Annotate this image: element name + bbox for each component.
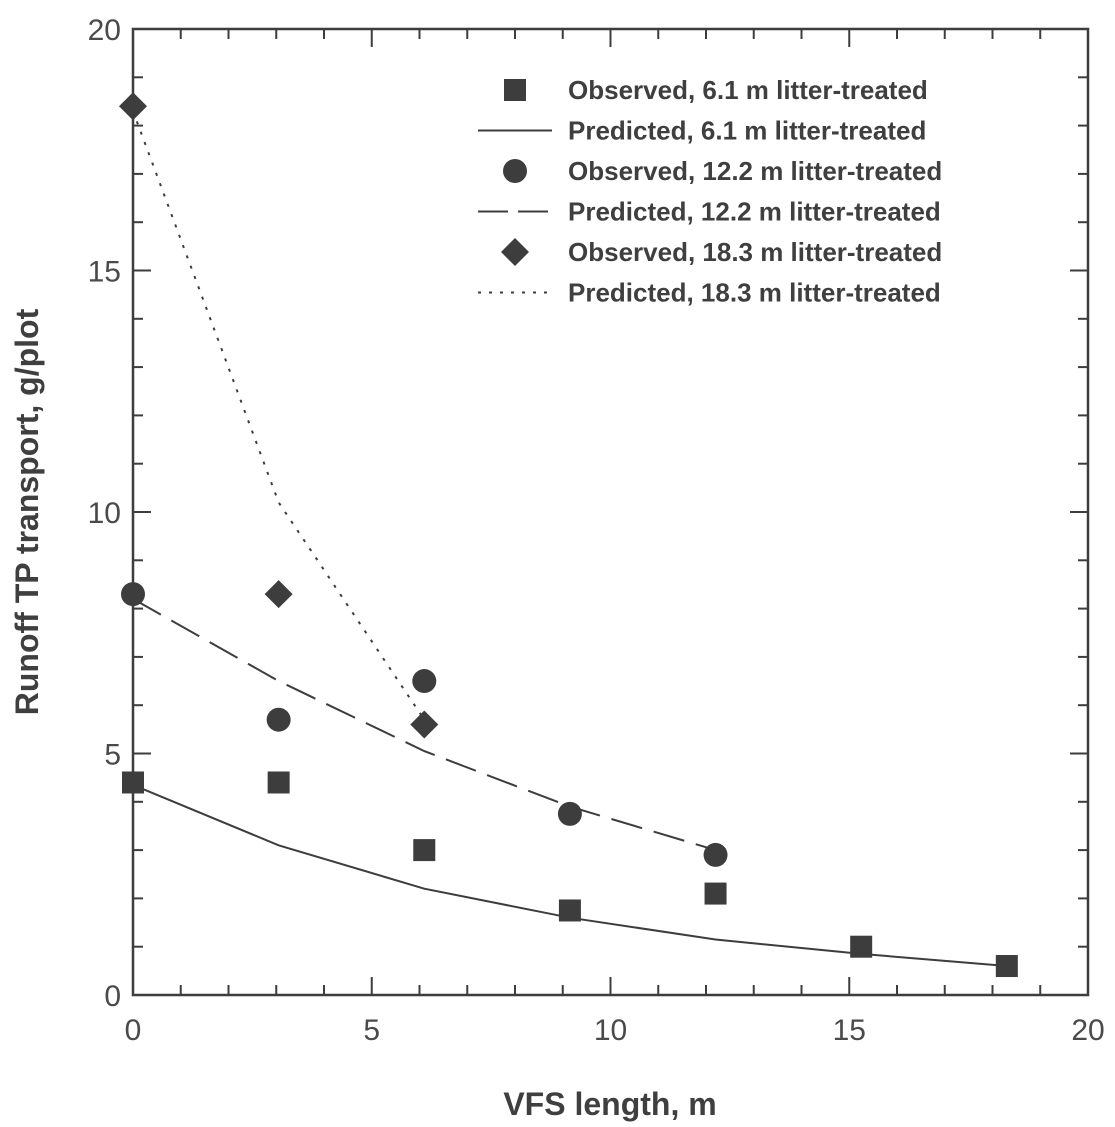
y-tick-label: 0 — [104, 980, 121, 1013]
legend-label-4: Observed, 18.3 m litter-treated — [568, 237, 942, 267]
axis-tick-labels: 0 5 10 15 20 0 5 10 15 20 — [88, 14, 1105, 1047]
y-axis-title: Runoff TP transport, g/plot — [9, 308, 45, 715]
data-point-0-3 — [558, 899, 581, 922]
data-point-2-3 — [557, 801, 582, 826]
legend-label-2: Observed, 12.2 m litter-treated — [568, 156, 942, 186]
data-point-0-1 — [267, 771, 290, 794]
legend-label-5: Predicted, 18.3 m litter-treated — [568, 278, 941, 308]
data-point-0-2 — [413, 839, 436, 862]
data-point-2-1 — [266, 707, 291, 732]
data-point-0-4 — [704, 882, 727, 905]
data-point-0-6 — [995, 955, 1018, 978]
y-tick-label: 10 — [88, 497, 121, 530]
series-line-3 — [132, 598, 716, 852]
y-tick-label: 20 — [88, 14, 121, 47]
legend-symbol-4 — [501, 238, 529, 266]
y-tick-label: 5 — [104, 739, 121, 772]
data-point-0-0 — [122, 771, 144, 794]
legend-symbol-0 — [504, 79, 526, 101]
x-tick-label: 20 — [1071, 1014, 1104, 1047]
data-point-0-5 — [850, 935, 873, 958]
legend-symbol-2 — [503, 159, 527, 183]
series-points — [119, 92, 1018, 978]
data-point-4-2 — [410, 710, 439, 739]
data-point-2-0 — [121, 582, 145, 607]
series-line-5 — [132, 110, 426, 721]
data-point-2-2 — [412, 669, 437, 694]
x-tick-label: 0 — [125, 1014, 142, 1047]
x-tick-label: 5 — [363, 1014, 380, 1047]
data-point-2-4 — [703, 842, 728, 867]
legend-label-1: Predicted, 6.1 m litter-treated — [568, 116, 926, 146]
legend-label-3: Predicted, 12.2 m litter-treated — [568, 197, 941, 227]
x-axis-title: VFS length, m — [503, 1086, 716, 1122]
y-tick-label: 15 — [88, 256, 121, 289]
legend: Observed, 6.1 m litter-treated Predicted,… — [478, 75, 942, 308]
axis-ticks — [132, 28, 1089, 996]
x-tick-label: 15 — [833, 1014, 866, 1047]
data-point-4-1 — [264, 580, 293, 609]
data-point-4-0 — [119, 92, 147, 121]
x-tick-label: 10 — [594, 1014, 627, 1047]
legend-label-0: Observed, 6.1 m litter-treated — [568, 75, 928, 105]
